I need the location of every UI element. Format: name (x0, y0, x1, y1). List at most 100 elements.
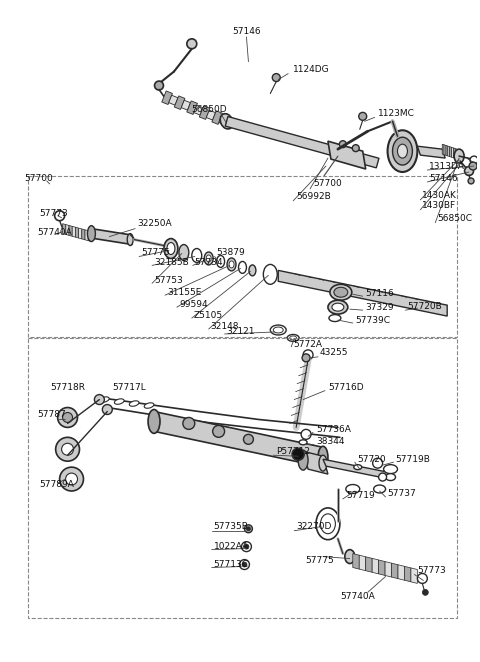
Circle shape (102, 404, 112, 414)
Polygon shape (199, 106, 210, 119)
Text: 57740A: 57740A (340, 592, 375, 601)
Ellipse shape (127, 234, 133, 246)
Ellipse shape (373, 485, 385, 493)
Ellipse shape (330, 284, 352, 300)
Text: 56850D: 56850D (191, 105, 227, 114)
Ellipse shape (334, 287, 348, 297)
Text: 57740A: 57740A (38, 228, 72, 237)
Text: 99594: 99594 (179, 300, 207, 308)
Text: 57734: 57734 (195, 258, 223, 267)
Polygon shape (66, 224, 69, 236)
Ellipse shape (321, 514, 336, 534)
Polygon shape (174, 96, 185, 109)
Polygon shape (212, 111, 223, 124)
Polygon shape (79, 228, 82, 239)
Polygon shape (219, 115, 228, 125)
Polygon shape (398, 565, 405, 580)
Ellipse shape (264, 264, 277, 284)
Polygon shape (452, 147, 454, 158)
Text: 57717L: 57717L (112, 383, 146, 392)
Polygon shape (206, 110, 216, 120)
Polygon shape (85, 230, 88, 241)
Ellipse shape (239, 261, 246, 273)
Polygon shape (62, 224, 66, 234)
Ellipse shape (287, 334, 299, 342)
Text: 57719B: 57719B (396, 455, 431, 463)
Ellipse shape (87, 226, 96, 242)
Circle shape (470, 156, 478, 164)
Ellipse shape (354, 465, 362, 469)
Ellipse shape (329, 314, 341, 322)
Text: 57716D: 57716D (328, 383, 363, 392)
Text: 57735B: 57735B (214, 522, 249, 532)
Ellipse shape (319, 455, 327, 471)
Circle shape (244, 544, 249, 549)
Text: 32185B: 32185B (154, 258, 189, 267)
Circle shape (272, 73, 280, 81)
Ellipse shape (220, 114, 233, 129)
Ellipse shape (270, 325, 286, 335)
Polygon shape (418, 146, 445, 158)
Circle shape (58, 408, 77, 428)
Text: 57789A: 57789A (40, 479, 74, 489)
Ellipse shape (204, 252, 213, 265)
Ellipse shape (384, 465, 397, 473)
Text: 32270D: 32270D (296, 522, 332, 532)
Polygon shape (91, 228, 132, 244)
Ellipse shape (385, 473, 396, 481)
Text: 57737: 57737 (387, 489, 416, 498)
Ellipse shape (229, 261, 234, 268)
Text: 57773: 57773 (40, 209, 69, 218)
Text: 57718R: 57718R (50, 383, 85, 392)
Ellipse shape (332, 303, 344, 311)
Polygon shape (353, 553, 359, 569)
Polygon shape (278, 270, 447, 316)
Text: 57146: 57146 (232, 27, 261, 36)
Text: 37329: 37329 (366, 303, 395, 312)
Text: 5772A: 5772A (293, 340, 322, 350)
Polygon shape (323, 459, 390, 479)
Polygon shape (448, 146, 450, 157)
Ellipse shape (393, 137, 412, 165)
Circle shape (352, 145, 359, 152)
Circle shape (292, 448, 304, 460)
Text: 57719: 57719 (346, 491, 374, 500)
Polygon shape (372, 558, 379, 574)
Polygon shape (225, 117, 379, 168)
Text: 1430AK: 1430AK (422, 191, 457, 201)
Text: 32148: 32148 (211, 322, 239, 330)
Ellipse shape (289, 336, 297, 340)
Text: 57146: 57146 (429, 175, 458, 183)
Polygon shape (162, 91, 172, 105)
Text: 38344: 38344 (316, 437, 345, 446)
Ellipse shape (387, 130, 418, 172)
Ellipse shape (144, 402, 154, 408)
Ellipse shape (346, 485, 360, 493)
Polygon shape (88, 231, 91, 242)
Ellipse shape (316, 508, 340, 540)
Ellipse shape (249, 265, 256, 276)
Text: 57700: 57700 (24, 175, 53, 183)
Polygon shape (69, 226, 72, 236)
Text: 57739C: 57739C (356, 316, 391, 324)
Circle shape (56, 438, 80, 461)
Polygon shape (405, 566, 411, 582)
Ellipse shape (192, 248, 202, 262)
Ellipse shape (298, 450, 308, 470)
Circle shape (55, 211, 65, 220)
Circle shape (468, 178, 474, 184)
Text: 57720B: 57720B (408, 302, 442, 310)
Circle shape (183, 418, 195, 430)
Circle shape (303, 350, 313, 360)
Text: 57116: 57116 (366, 289, 395, 298)
Text: 56992B: 56992B (296, 193, 331, 201)
Polygon shape (411, 568, 418, 583)
Text: 43255: 43255 (320, 348, 348, 357)
Circle shape (61, 444, 73, 455)
Text: 57775: 57775 (141, 248, 170, 257)
Polygon shape (444, 145, 446, 156)
Polygon shape (359, 555, 366, 571)
Circle shape (246, 527, 251, 531)
Circle shape (213, 426, 225, 438)
Ellipse shape (345, 549, 355, 563)
